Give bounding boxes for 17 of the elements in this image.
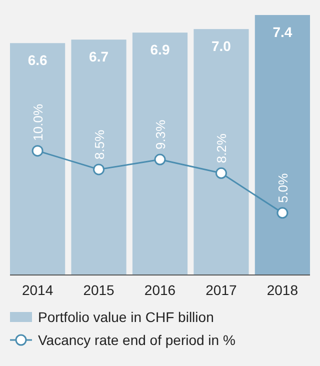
x-tick-label: 2018 — [266, 282, 298, 298]
x-tick-label: 2017 — [206, 282, 238, 298]
data-label: 7.0 — [211, 38, 232, 54]
data-label: 8.2% — [214, 133, 230, 164]
data-label: 6.9 — [150, 42, 170, 58]
data-label: 10.0% — [30, 104, 46, 141]
legend-label: Portfolio value in CHF billion — [38, 309, 214, 325]
data-label: 6.7 — [89, 48, 109, 65]
data-label: 9.3% — [153, 119, 168, 150]
data-label: 5.0% — [275, 172, 290, 203]
data-label: 6.6 — [28, 52, 48, 68]
legend-label: Vacancy rate end of period in % — [38, 332, 236, 348]
data-label: 8.5% — [92, 129, 107, 160]
x-tick-label: 2015 — [83, 282, 115, 298]
data-label: 7.4 — [272, 24, 292, 40]
x-tick-label: 2014 — [22, 282, 54, 298]
x-tick-label: 2016 — [144, 282, 176, 298]
